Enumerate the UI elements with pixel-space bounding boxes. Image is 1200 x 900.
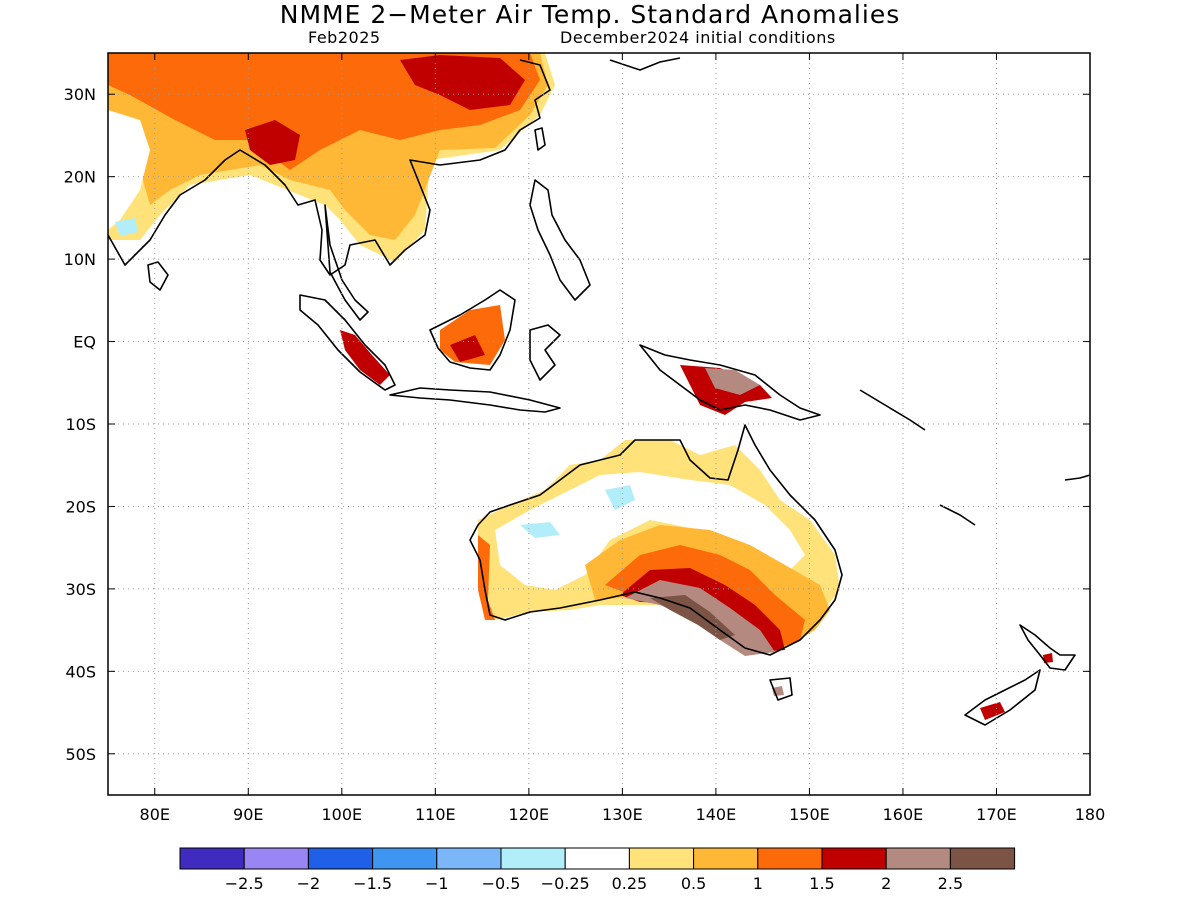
anomaly-tibet-red xyxy=(400,55,525,110)
coast-philippines xyxy=(529,179,591,301)
lat-tick-label: 10S xyxy=(65,415,96,434)
lat-tick-label: 30S xyxy=(65,580,96,599)
anomaly-sumatra xyxy=(340,330,390,385)
lat-tick-label: 30N xyxy=(64,85,96,104)
colorbar-swatch xyxy=(372,847,438,870)
initial-conditions-label: December2024 initial conditions xyxy=(560,28,836,47)
coast-solomon-islands xyxy=(859,389,926,431)
colorbar-swatch xyxy=(243,847,309,870)
colorbar-swatch xyxy=(693,847,759,870)
colorbar-swatch xyxy=(757,847,823,870)
coast-vanuatu xyxy=(939,504,976,526)
anomaly-india-cool xyxy=(115,218,138,236)
colorbar-swatch xyxy=(179,847,245,870)
lat-tick-label: 50S xyxy=(65,745,96,764)
coast-fiji xyxy=(1064,474,1090,481)
colorbar-label: 1 xyxy=(753,874,763,893)
coast-sri-lanka xyxy=(147,261,169,291)
colorbar-label: 2.5 xyxy=(938,874,963,893)
anomaly-india-white xyxy=(108,110,150,230)
coast-tasmania xyxy=(769,677,793,701)
anomaly-australia-cool-2 xyxy=(520,522,560,538)
lon-tick-label: 150E xyxy=(789,805,830,824)
lon-tick-label: 160E xyxy=(883,805,924,824)
coast-australia xyxy=(469,424,843,656)
lat-tick-label: 10N xyxy=(64,250,96,269)
anomaly-australia-west-orange xyxy=(478,535,495,620)
coast-new-zealand-north xyxy=(1019,624,1076,671)
lat-tick-label: 20N xyxy=(64,168,96,187)
anomaly-new-guinea-brown xyxy=(705,368,760,395)
lon-tick-label: 180 xyxy=(1075,805,1106,824)
lat-tick-label: EQ xyxy=(73,333,96,352)
lon-tick-label: 140E xyxy=(696,805,737,824)
colorbar: −2.5 −2 −1.5 −1 −0.5 −0.25 0.25 0.5 1 1.5 2 2.5 xyxy=(179,847,1016,893)
lon-tick-label: 90E xyxy=(233,805,263,824)
colorbar-label: −0.5 xyxy=(482,874,521,893)
colorbar-swatch xyxy=(436,847,502,870)
colorbar-swatch xyxy=(949,847,1016,870)
coast-java xyxy=(389,387,561,413)
anomaly-australia-cool-1 xyxy=(605,485,635,510)
anomaly-shading xyxy=(108,53,1053,720)
anomaly-myanmar-red xyxy=(245,120,300,165)
colorbar-swatch xyxy=(821,847,887,870)
coast-japan xyxy=(609,57,681,71)
graticule xyxy=(108,53,1090,795)
anomaly-australia-dark-brown xyxy=(650,595,735,640)
lon-tick-label: 120E xyxy=(509,805,550,824)
colorbar-swatch xyxy=(564,847,630,870)
lon-tick-label: 100E xyxy=(321,805,362,824)
colorbar-label: 2 xyxy=(881,874,891,893)
lon-tick-label: 110E xyxy=(415,805,456,824)
colorbar-label: 1.5 xyxy=(809,874,834,893)
colorbar-label: −1 xyxy=(425,874,449,893)
coast-sulawesi xyxy=(529,324,561,381)
anomaly-australia-white xyxy=(495,472,805,590)
colorbar-swatch xyxy=(307,847,374,870)
coast-new-zealand-south xyxy=(964,669,1041,726)
lat-tick-label: 20S xyxy=(65,497,96,516)
colorbar-label: −2 xyxy=(297,874,321,893)
colorbar-label: 0.5 xyxy=(681,874,706,893)
colorbar-label: −1.5 xyxy=(353,874,392,893)
colorbar-swatch xyxy=(628,847,695,870)
coastlines xyxy=(108,57,1090,726)
coast-asia xyxy=(108,59,551,276)
anomaly-new-zealand-north xyxy=(1043,653,1053,663)
coast-sumatra xyxy=(299,294,396,391)
colorbar-label: −0.25 xyxy=(541,874,590,893)
colorbar-label: −2.5 xyxy=(225,874,264,893)
colorbar-label: 0.25 xyxy=(612,874,648,893)
map-plot-area xyxy=(108,53,1090,795)
anomaly-new-zealand xyxy=(980,702,1005,720)
coast-taiwan xyxy=(534,127,546,151)
map-title: NMME 2−Meter Air Temp. Standard Anomalie… xyxy=(279,0,901,29)
coast-malay-peninsula xyxy=(324,204,369,321)
lon-tick-label: 130E xyxy=(602,805,643,824)
map-ticks: 80E 90E 100E 110E 120E 130E 140E 150E 160E 170E 18… xyxy=(64,53,1106,824)
lon-tick-label: 170E xyxy=(976,805,1017,824)
colorbar-swatch xyxy=(500,847,566,870)
coast-borneo xyxy=(429,289,516,371)
lon-tick-label: 80E xyxy=(140,805,170,824)
valid-month-label: Feb2025 xyxy=(308,28,381,47)
lat-tick-label: 40S xyxy=(65,662,96,681)
coast-new-guinea xyxy=(639,344,821,421)
colorbar-swatch xyxy=(885,847,951,870)
